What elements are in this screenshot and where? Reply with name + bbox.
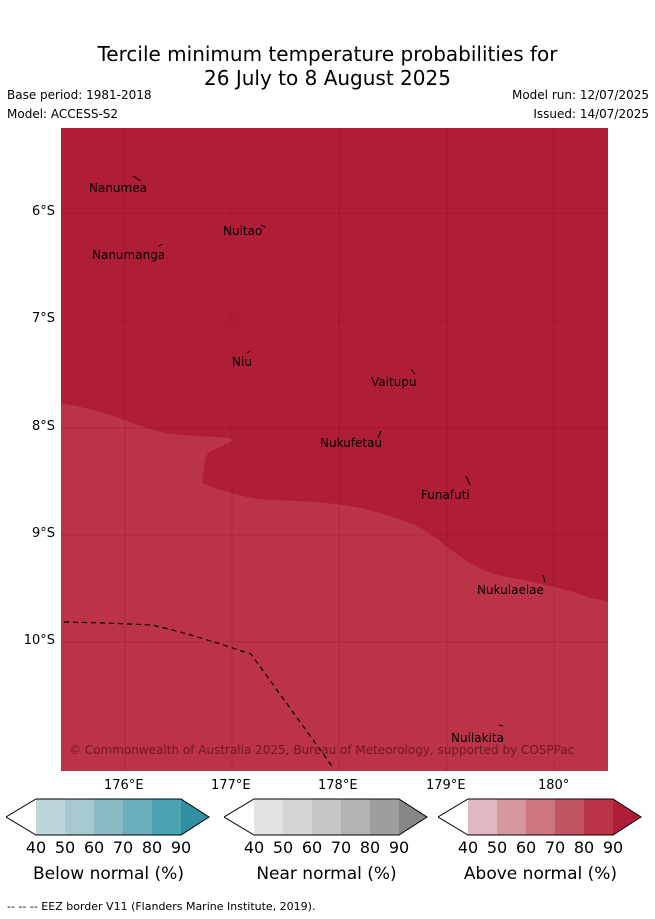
- cb-above-tick-60: 60: [515, 838, 537, 857]
- lat-tick-10s: 10°S: [23, 633, 55, 648]
- place-label-nanumea: Nanumea: [89, 181, 147, 195]
- colorbar-near-label: Near normal (%): [256, 864, 397, 884]
- place-label-nukufetau: Nukufetau: [320, 436, 382, 450]
- lat-tick-7s: 7°S: [31, 311, 55, 326]
- cb-near-seg-2: [283, 799, 312, 835]
- island-markers: [132, 175, 546, 727]
- cb-near-seg-3: [312, 799, 341, 835]
- above-normal-medium-region: [61, 403, 608, 771]
- cb-above-tick-70: 70: [544, 838, 566, 857]
- cb-below-tick-80: 80: [141, 838, 163, 857]
- model-run: Model run: 12/07/2025: [511, 88, 649, 102]
- colorbar-below-label: Below normal (%): [33, 864, 184, 884]
- colorbar-near-normal: [223, 798, 429, 838]
- cb-near-seg-5: [370, 799, 399, 835]
- cb-below-seg-2: [65, 799, 94, 835]
- cb-near-seg-6: [399, 799, 427, 835]
- cb-near-tick-80: 80: [359, 838, 381, 857]
- copyright-notice: © Commonwealth of Australia 2025, Bureau…: [69, 743, 574, 757]
- cb-above-seg-4: [555, 799, 584, 835]
- cb-below-seg-3: [94, 799, 123, 835]
- map-title-line1: Tercile minimum temperature probabilitie…: [97, 42, 558, 66]
- lon-tick-178e: 178°E: [318, 778, 358, 793]
- cb-below-tick-90: 90: [170, 838, 192, 857]
- issued-date: Issued: 14/07/2025: [533, 107, 649, 121]
- lon-tick-177e: 177°E: [211, 778, 251, 793]
- cb-above-tick-50: 50: [486, 838, 508, 857]
- lon-tick-176e: 176°E: [104, 778, 144, 793]
- lon-tick-179e: 179°E: [426, 778, 466, 793]
- model-name: Model: ACCESS-S2: [7, 107, 119, 121]
- eez-border-line: [63, 621, 335, 770]
- cb-above-seg-3: [526, 799, 555, 835]
- cb-below-tick-50: 50: [54, 838, 76, 857]
- colorbar-above-label: Above normal (%): [463, 864, 618, 884]
- colorbar-below-normal: [5, 798, 211, 838]
- cb-above-seg-1: [468, 799, 497, 835]
- place-label-nukulaelae: Nukulaelae: [477, 583, 544, 597]
- cb-below-seg-0: [6, 799, 36, 835]
- eez-footnote: -- -- -- EEZ border V11 (Flanders Marine…: [7, 900, 316, 913]
- probability-map: Nanumea Nuitao Nanumanga Niu Vaitupu Nuk…: [61, 128, 608, 771]
- lat-tick-8s: 8°S: [31, 419, 55, 434]
- cb-below-seg-6: [181, 799, 209, 835]
- map-title-line2: 26 July to 8 August 2025: [204, 66, 451, 90]
- base-period: Base period: 1981-2018: [7, 88, 152, 102]
- cb-below-tick-40: 40: [25, 838, 47, 857]
- cb-below-tick-60: 60: [83, 838, 105, 857]
- lon-tick-180: 180°: [538, 778, 570, 793]
- cb-near-seg-0: [224, 799, 254, 835]
- cb-above-tick-40: 40: [457, 838, 479, 857]
- place-label-nuitao: Nuitao: [223, 224, 262, 238]
- cb-above-tick-90: 90: [602, 838, 624, 857]
- place-label-vaitupu: Vaitupu: [371, 375, 417, 389]
- cb-near-tick-50: 50: [272, 838, 294, 857]
- cb-above-tick-80: 80: [573, 838, 595, 857]
- lat-tick-6s: 6°S: [31, 204, 55, 219]
- cb-below-tick-70: 70: [112, 838, 134, 857]
- cb-near-tick-60: 60: [301, 838, 323, 857]
- cb-above-seg-6: [613, 799, 641, 835]
- place-label-niu: Niu: [232, 355, 252, 369]
- cb-near-tick-40: 40: [243, 838, 265, 857]
- place-label-funafuti: Funafuti: [421, 488, 470, 502]
- cb-near-tick-90: 90: [388, 838, 410, 857]
- cb-above-seg-2: [497, 799, 526, 835]
- cb-below-seg-5: [152, 799, 181, 835]
- cb-below-seg-1: [36, 799, 65, 835]
- cb-below-seg-4: [123, 799, 152, 835]
- place-label-nanumanga: Nanumanga: [92, 248, 165, 262]
- cb-above-seg-5: [584, 799, 613, 835]
- place-label-nuilakita: Nuilakita: [451, 731, 504, 745]
- cb-near-tick-70: 70: [330, 838, 352, 857]
- colorbar-above-normal: [437, 798, 643, 838]
- cb-above-seg-0: [438, 799, 468, 835]
- lat-tick-9s: 9°S: [31, 526, 55, 541]
- cb-near-seg-4: [341, 799, 370, 835]
- cb-near-seg-1: [254, 799, 283, 835]
